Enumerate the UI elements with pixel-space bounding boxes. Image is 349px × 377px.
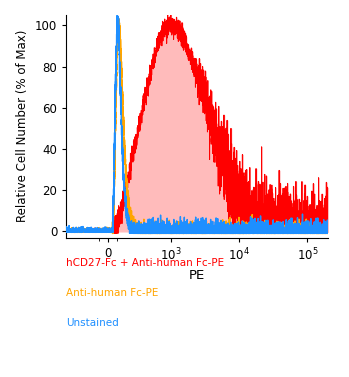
Text: Unstained: Unstained (66, 318, 119, 328)
X-axis label: PE: PE (189, 269, 205, 282)
Y-axis label: Relative Cell Number (% of Max): Relative Cell Number (% of Max) (16, 30, 29, 222)
Text: Anti-human Fc-PE: Anti-human Fc-PE (66, 288, 159, 298)
Text: hCD27-Fc + Anti-human Fc-PE: hCD27-Fc + Anti-human Fc-PE (66, 258, 224, 268)
